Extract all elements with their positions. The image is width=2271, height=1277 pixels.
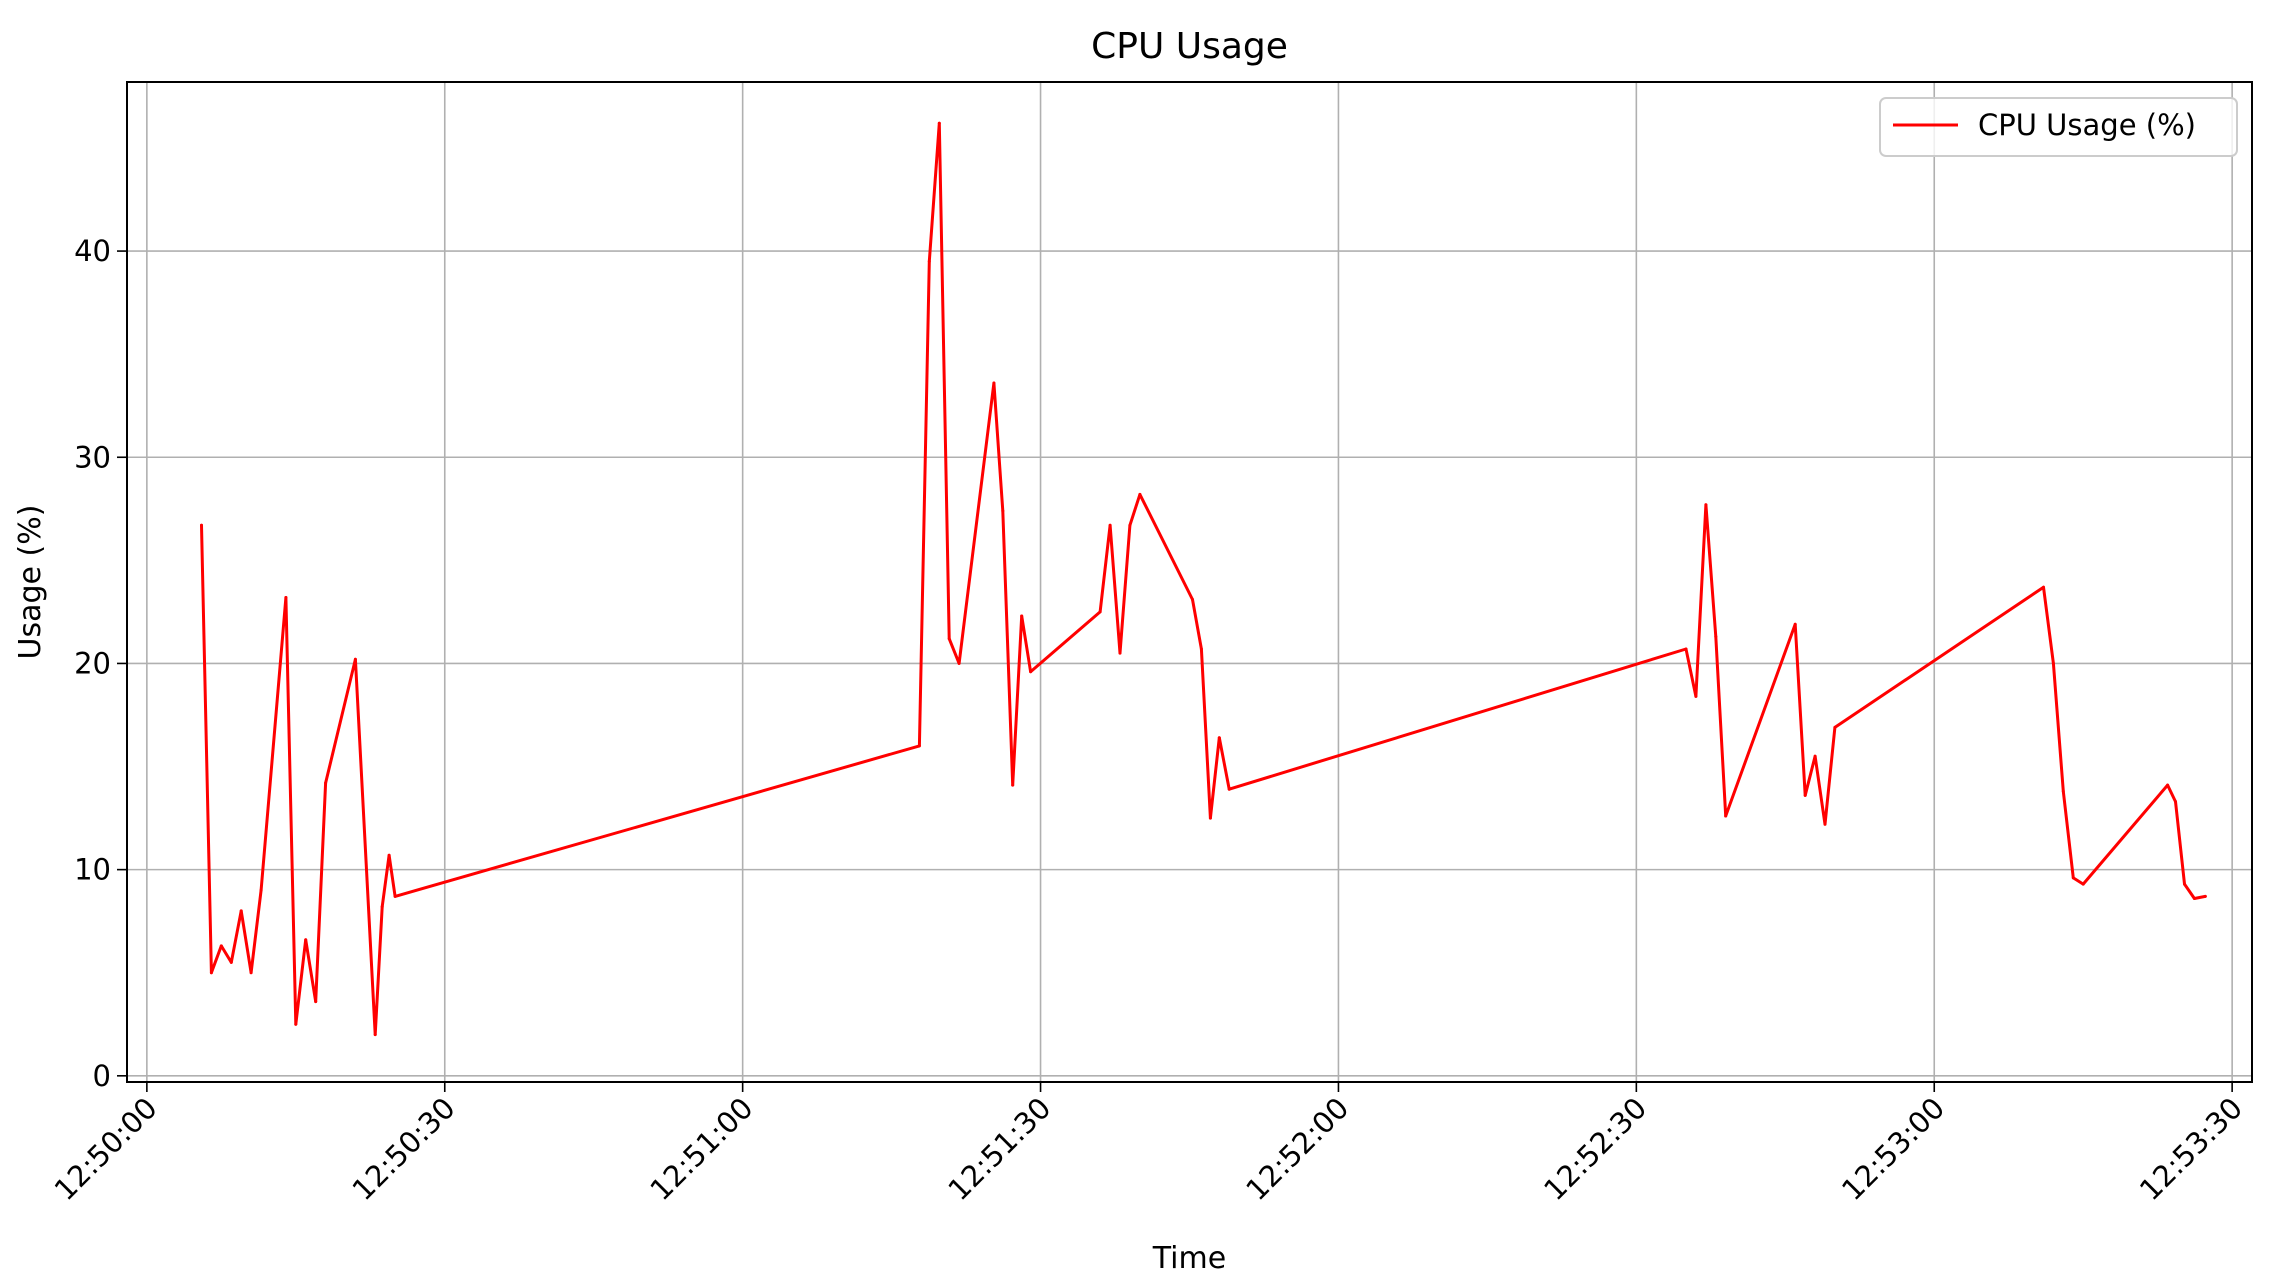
- x-axis-label: Time: [1152, 1241, 1226, 1276]
- data-point: [1128, 523, 1132, 527]
- data-point: [314, 1000, 318, 1004]
- data-point: [373, 1033, 377, 1037]
- data-point: [380, 905, 384, 909]
- data-point: [294, 1022, 298, 1026]
- data-point: [249, 971, 253, 975]
- data-point: [1684, 647, 1688, 651]
- y-tick-label: 10: [74, 853, 111, 887]
- legend-box: [1879, 97, 2238, 157]
- y-axis-label: Usage (%): [13, 505, 48, 660]
- data-point: [353, 657, 357, 661]
- data-point: [1001, 509, 1005, 513]
- data-point: [2203, 894, 2207, 898]
- grid-lines: [127, 82, 2252, 1082]
- data-point: [1020, 614, 1024, 618]
- data-point: [937, 121, 941, 125]
- data-point: [2174, 800, 2177, 804]
- data-point: [229, 960, 233, 964]
- legend-entry-cpu-usage: CPU Usage (%): [1978, 108, 2196, 142]
- data-point: [200, 523, 203, 527]
- data-point: [284, 596, 288, 599]
- data-point: [1199, 647, 1203, 651]
- chart-title: CPU Usage: [1091, 26, 1288, 67]
- data-point: [1108, 523, 1112, 527]
- data-point: [1813, 754, 1817, 758]
- data-point: [1823, 822, 1827, 826]
- data-point: [1704, 503, 1708, 507]
- data-point: [2051, 661, 2055, 665]
- y-tick-label: 0: [93, 1059, 111, 1093]
- data-point: [1724, 814, 1728, 818]
- data-point: [957, 661, 961, 665]
- data-point: [209, 971, 213, 975]
- data-point: [1029, 670, 1033, 674]
- legend: CPU Usage (%): [1879, 97, 2238, 157]
- data-point: [239, 909, 243, 913]
- data-point: [2071, 876, 2075, 880]
- data-point: [1118, 651, 1122, 655]
- data-point: [304, 938, 308, 942]
- data-point: [259, 888, 263, 892]
- data-point: [387, 853, 391, 857]
- data-point: [927, 259, 931, 263]
- data-point: [1714, 635, 1718, 639]
- data-point: [1793, 622, 1797, 626]
- data-point: [992, 381, 996, 385]
- data-point: [1138, 492, 1142, 496]
- data-point: [1803, 793, 1807, 797]
- series-layer: [200, 121, 2207, 1037]
- data-point: [1208, 816, 1212, 820]
- data-point: [917, 744, 921, 748]
- data-point: [1227, 787, 1231, 791]
- plot-frame: [126, 81, 2253, 1083]
- y-tick-label: 20: [74, 646, 111, 680]
- data-point: [2166, 783, 2170, 787]
- data-point: [393, 894, 397, 898]
- data-point: [324, 781, 328, 785]
- data-point: [1011, 783, 1015, 787]
- data-point: [2081, 882, 2085, 886]
- y-tick-label: 40: [74, 234, 111, 268]
- data-point: [2061, 789, 2065, 793]
- data-point: [1694, 694, 1698, 698]
- y-tick-label: 30: [74, 440, 111, 474]
- data-point: [2192, 897, 2196, 900]
- data-point: [1191, 598, 1194, 601]
- data-point: [1217, 736, 1221, 740]
- data-point: [1098, 610, 1102, 614]
- data-point: [2183, 882, 2186, 886]
- data-point: [219, 944, 223, 948]
- data-point: [947, 637, 951, 641]
- data-point: [2042, 585, 2045, 589]
- data-point: [1833, 725, 1837, 729]
